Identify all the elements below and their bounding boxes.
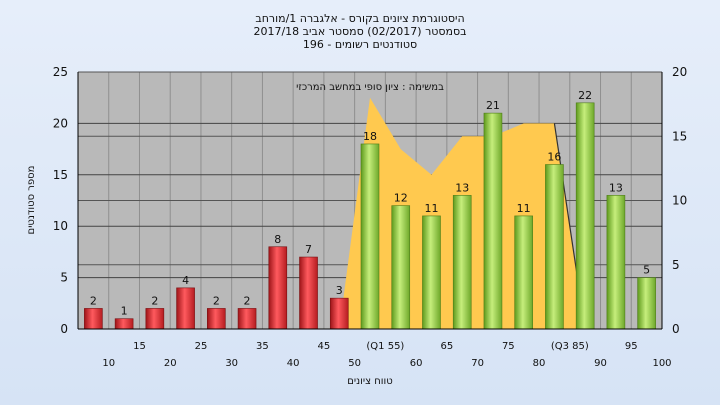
x-tick-label: 45 <box>318 341 331 352</box>
y2-tick-label: 5 <box>672 258 680 272</box>
x-tick-label: 95 <box>625 341 638 352</box>
x-tick-label: 100 <box>652 358 671 369</box>
bar-value-label: 18 <box>363 130 377 143</box>
bar-value-label: 13 <box>609 181 623 194</box>
bar <box>329 297 349 330</box>
bar-value-label: 2 <box>244 294 251 307</box>
bar-value-label: 11 <box>517 202 531 215</box>
chart-title-line-3: סטודנטים רשומים - 196 <box>302 38 418 51</box>
x-tick-label: 65 <box>440 341 453 352</box>
x-tick-label: 20 <box>164 358 177 369</box>
bar <box>237 308 257 330</box>
bar-value-label: 12 <box>394 192 408 205</box>
bar <box>452 195 472 330</box>
x-tick-label: 25 <box>195 341 208 352</box>
y2-tick-label: 0 <box>672 322 680 336</box>
y2-tick-label: 10 <box>672 194 687 208</box>
x-tick-label: 50 <box>348 358 361 369</box>
x-tick-label: (Q1 55) <box>366 341 404 352</box>
bar-value-label: 5 <box>643 264 650 277</box>
y2-tick-label: 20 <box>672 65 687 79</box>
bar-value-label: 11 <box>424 202 438 215</box>
chart-title-line-2: בסמסטר (02/2017) סמסטר אביב 2017/18 <box>253 25 467 38</box>
bar <box>606 195 626 330</box>
x-tick-label: 80 <box>533 358 546 369</box>
bar <box>360 143 380 330</box>
bar-value-label: 16 <box>547 151 561 164</box>
x-tick-label: 30 <box>225 358 238 369</box>
bar-value-label: 3 <box>336 284 343 297</box>
bar <box>176 287 195 330</box>
x-tick-label: 15 <box>133 341 146 352</box>
x-tick-label: 40 <box>287 358 300 369</box>
bar-value-label: 21 <box>486 99 500 112</box>
y-tick-label: 15 <box>53 168 68 182</box>
x-tick-label: 35 <box>256 341 269 352</box>
bar <box>114 318 134 330</box>
y-tick-label: 25 <box>53 65 68 79</box>
bar <box>391 205 411 330</box>
bar <box>422 215 441 330</box>
bar-value-label: 13 <box>455 181 469 194</box>
x-tick-label: 70 <box>471 358 484 369</box>
bar <box>514 215 533 330</box>
bar <box>545 164 564 330</box>
x-tick-label: 10 <box>102 358 115 369</box>
bar-value-label: 2 <box>213 294 220 307</box>
bar-value-label: 1 <box>121 305 128 318</box>
x-tick-label: 90 <box>594 358 607 369</box>
bar <box>84 308 103 330</box>
bar <box>268 246 288 330</box>
bar <box>575 102 595 330</box>
bar <box>483 112 503 330</box>
bar <box>207 308 226 330</box>
y-tick-label: 5 <box>60 271 68 285</box>
bar-value-label: 2 <box>90 294 97 307</box>
bar-value-label: 8 <box>274 233 281 246</box>
y-tick-label: 10 <box>53 219 68 233</box>
x-tick-label: 60 <box>410 358 423 369</box>
bar-value-label: 2 <box>151 294 158 307</box>
y-tick-label: 0 <box>60 322 68 336</box>
bar <box>299 256 318 330</box>
bar-value-label: 22 <box>578 89 592 102</box>
x-tick-label: (Q3 85) <box>551 341 589 352</box>
area-series-label: במשימה : ציון סופי במחשב המרכזי <box>296 82 444 93</box>
y-tick-label: 20 <box>53 116 68 130</box>
bar <box>145 308 165 330</box>
chart-title-line-1: היסטוגרמת ציונים בקורס - אלגברה 1/מורחב <box>255 12 465 25</box>
y2-tick-label: 15 <box>672 129 687 143</box>
x-axis-title: טווח ציונים <box>347 376 392 387</box>
y-axis-title: מספר סטודנטים <box>26 166 37 235</box>
x-tick-label: 75 <box>502 341 515 352</box>
bar-value-label: 7 <box>305 243 312 256</box>
bar <box>637 277 656 330</box>
bar-value-label: 4 <box>182 274 189 287</box>
